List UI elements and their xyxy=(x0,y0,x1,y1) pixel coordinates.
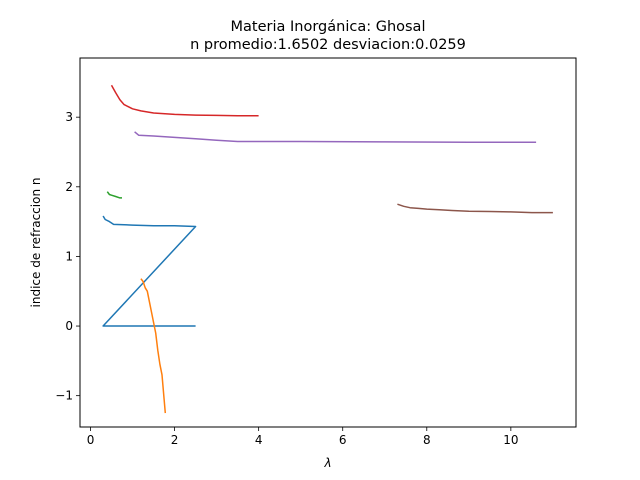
x-tick-label: 4 xyxy=(255,433,263,447)
series-layer xyxy=(102,84,553,414)
chart-subtitle: n promedio:1.6502 desviacion:0.0259 xyxy=(190,37,466,53)
series-line-3 xyxy=(106,191,122,199)
series-line-5 xyxy=(134,131,537,143)
y-tick-label: −1 xyxy=(55,389,73,403)
series-line-4 xyxy=(110,84,259,117)
x-tick-label: 10 xyxy=(503,433,518,447)
y-axis-ticks: −1 0 1 2 3 xyxy=(55,110,80,403)
series-line-2 xyxy=(140,278,167,414)
series-line-6 xyxy=(397,203,553,214)
x-tick-label: 8 xyxy=(423,433,431,447)
plot-area xyxy=(79,57,577,428)
chart-title: Materia Inorgánica: Ghosal xyxy=(231,19,426,35)
y-tick-label: 1 xyxy=(65,249,73,263)
y-tick-label: 3 xyxy=(65,110,73,124)
x-tick-label: 0 xyxy=(87,433,95,447)
y-tick-label: 2 xyxy=(65,180,73,194)
x-axis-ticks: 0 2 4 6 8 10 xyxy=(87,427,518,447)
plot-frame xyxy=(79,57,577,428)
y-tick-label: 0 xyxy=(65,319,73,333)
x-tick-label: 2 xyxy=(171,433,179,447)
series-line-1 xyxy=(102,215,197,327)
x-axis-label: λ xyxy=(323,456,331,470)
x-tick-label: 6 xyxy=(339,433,347,447)
y-axis-label: indice de refraccion n xyxy=(29,178,43,308)
